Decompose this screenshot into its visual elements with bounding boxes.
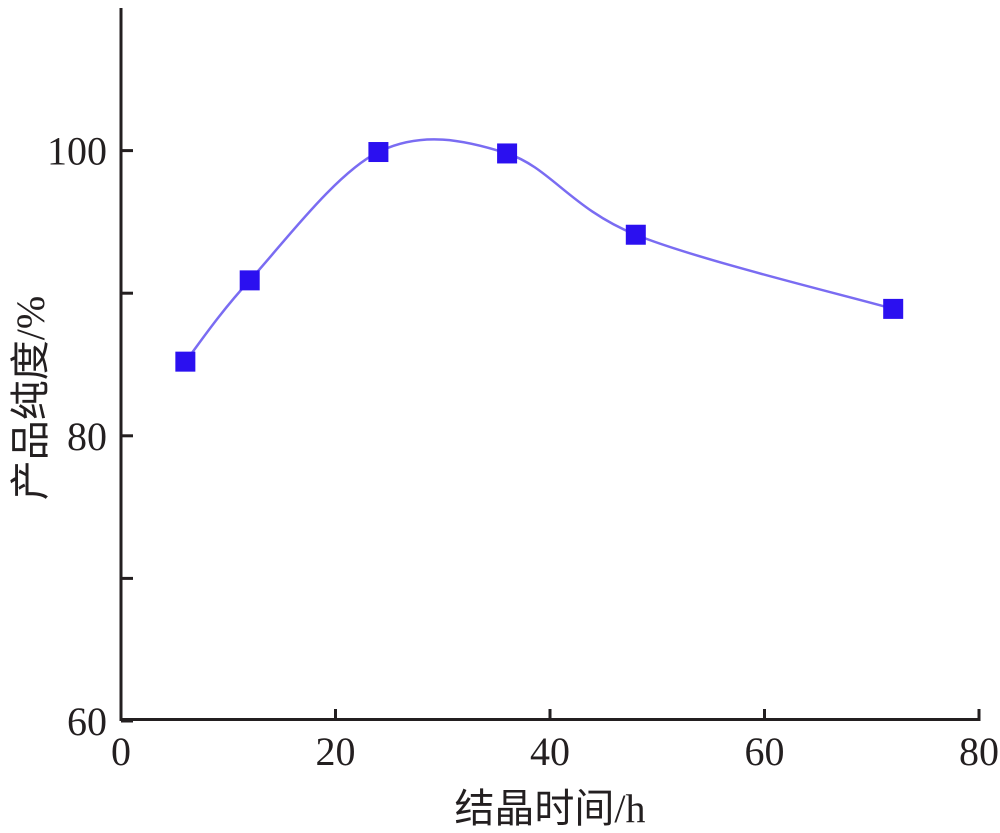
data-point bbox=[625, 224, 646, 245]
y-tick-label: 60 bbox=[67, 699, 107, 744]
data-point bbox=[497, 143, 518, 164]
axes bbox=[119, 8, 979, 721]
y-tick-label: 80 bbox=[67, 414, 107, 459]
x-tick-label: 40 bbox=[530, 729, 570, 774]
series-group bbox=[175, 138, 904, 372]
y-ticks: 60 80 100 bbox=[47, 129, 133, 744]
data-point bbox=[368, 142, 389, 163]
y-axis-title: 产品纯度/% bbox=[8, 296, 53, 500]
x-ticks: 0 20 40 60 80 bbox=[111, 709, 999, 774]
x-axis-title: 结晶时间/h bbox=[454, 786, 645, 831]
data-point bbox=[239, 270, 260, 291]
data-point bbox=[883, 298, 904, 319]
data-point bbox=[175, 351, 196, 372]
x-tick-label: 20 bbox=[316, 729, 356, 774]
y-tick-label: 100 bbox=[47, 129, 107, 174]
series-line bbox=[184, 138, 894, 363]
x-tick-label: 60 bbox=[745, 729, 785, 774]
x-tick-label: 0 bbox=[111, 729, 131, 774]
x-tick-label: 80 bbox=[959, 729, 999, 774]
